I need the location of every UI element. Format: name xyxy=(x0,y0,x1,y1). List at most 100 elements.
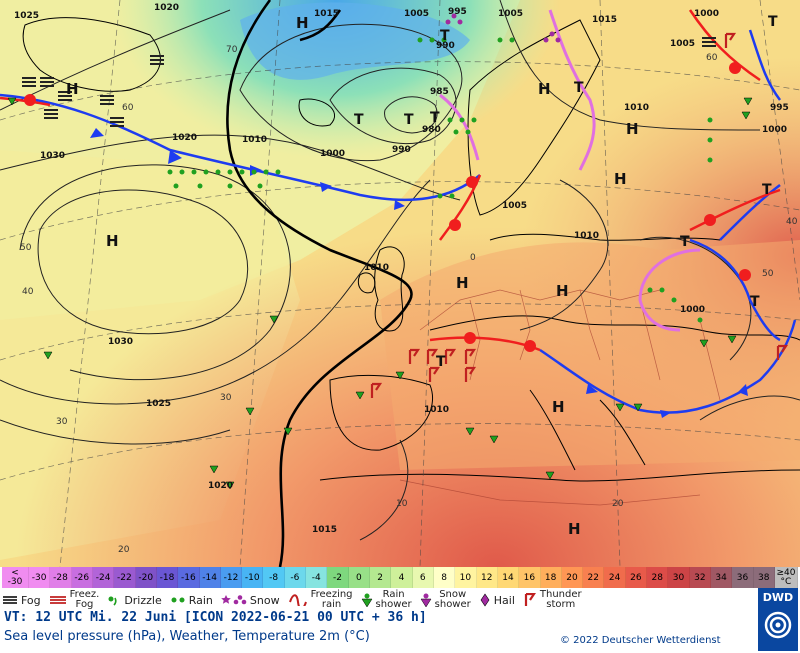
snow-icon xyxy=(221,595,247,605)
scale-cell: 34 xyxy=(711,567,733,588)
scale-cell: -30 xyxy=(29,567,51,588)
scale-cell: 0 xyxy=(348,567,370,588)
dwd-logo: DWD xyxy=(758,588,798,651)
pressure-label: 985 xyxy=(430,87,449,97)
cold-ice-zone xyxy=(240,2,470,80)
pressure-label: 1015 xyxy=(592,15,617,25)
scale-cell: -28 xyxy=(50,567,72,588)
scale-cell: 22 xyxy=(583,567,605,588)
latitude-label: 60 xyxy=(122,103,134,113)
scale-cell: 4 xyxy=(391,567,413,588)
scale-cell: 32 xyxy=(689,567,711,588)
dwd-swirl-icon xyxy=(764,611,792,639)
scale-cell: -14 xyxy=(199,567,221,588)
pressure-label: 1010 xyxy=(574,231,599,241)
pressure-label: 995 xyxy=(770,103,789,113)
low-center: T xyxy=(440,28,450,44)
pressure-label: 1020 xyxy=(154,3,179,13)
legend-label: Hail xyxy=(493,593,515,607)
pressure-centers: H H H H H H H H H H T T T T T T T T T T xyxy=(66,14,778,538)
legend-snow: Snow xyxy=(221,594,280,607)
high-center: H xyxy=(556,282,569,300)
scale-cell: 20 xyxy=(561,567,584,588)
scale-cell: < -30 xyxy=(2,567,29,588)
low-center: T xyxy=(750,294,760,310)
scale-cell: -10 xyxy=(242,567,264,588)
shower-symbols xyxy=(7,97,753,490)
scale-cell: 36 xyxy=(732,567,754,588)
pressure-label: 1015 xyxy=(314,9,339,19)
legend-rain-shower: Rain shower xyxy=(361,590,412,610)
scale-cell: 18 xyxy=(540,567,562,588)
low-center: T xyxy=(680,234,690,250)
fog-symbols xyxy=(22,37,716,127)
fog-icon xyxy=(3,596,17,604)
legend-label: Snow shower xyxy=(434,589,471,610)
scale-cell: ≥40 °C xyxy=(774,567,798,588)
scale-cell: -24 xyxy=(92,567,115,588)
isobars xyxy=(0,0,800,541)
legend-hail: Hail xyxy=(479,593,515,607)
latitude-label: 40 xyxy=(786,217,798,227)
freezing-fog-icon xyxy=(49,596,66,604)
high-center: H xyxy=(568,520,581,538)
weather-legend: Fog Freez. Fog Drizzle Rain Snow Freezing… xyxy=(2,588,758,612)
pressure-label: 1025 xyxy=(14,11,39,21)
scale-cell: 28 xyxy=(647,567,669,588)
scale-cell: -20 xyxy=(135,567,157,588)
scale-cell: -16 xyxy=(178,567,200,588)
legend-label: Rain xyxy=(188,593,213,607)
warm-front-north xyxy=(0,94,482,241)
legend-snow-shower: Snow shower xyxy=(420,590,471,610)
cold-front-north xyxy=(0,93,481,210)
pressure-labels: 1025 1020 1015 1005 995 1005 1015 1000 1… xyxy=(14,3,789,535)
scale-cell: 30 xyxy=(668,567,690,588)
latitude-label: 30 xyxy=(220,393,232,403)
pressure-label: 1025 xyxy=(146,399,171,409)
scale-cell: -2 xyxy=(327,567,349,588)
pressure-label: 1010 xyxy=(624,103,649,113)
borders xyxy=(399,289,721,506)
isobars-bold xyxy=(226,0,413,567)
latitude-label: 70 xyxy=(226,45,238,55)
drizzle-icon xyxy=(108,596,117,606)
warm-europe-zone xyxy=(380,240,800,470)
low-center: T xyxy=(404,112,414,128)
legend-fog: Fog xyxy=(2,594,41,607)
legend-label: Snow xyxy=(249,593,280,607)
low-center: T xyxy=(574,80,584,96)
pressure-label: 1000 xyxy=(680,305,705,315)
latitude-label: 10 xyxy=(396,499,408,509)
pressure-label: 1020 xyxy=(172,133,197,143)
scale-label: °C xyxy=(780,576,792,587)
scale-cell: 8 xyxy=(433,567,456,588)
warm-front-south xyxy=(429,9,781,352)
legend-freezing-fog: Freez. Fog xyxy=(49,590,99,610)
latitude-label: 20 xyxy=(118,545,130,555)
pressure-label: 980 xyxy=(422,125,441,135)
pressure-label: 990 xyxy=(392,145,411,155)
map-description: Sea level pressure (hPa), Weather, Tempe… xyxy=(4,629,370,644)
pressure-label: 1005 xyxy=(502,201,527,211)
legend-label: Thunder storm xyxy=(539,589,582,610)
scale-cell: -26 xyxy=(71,567,93,588)
scale-cell: 14 xyxy=(497,567,520,588)
scale-cell: 12 xyxy=(476,567,498,588)
legend-rain: Rain xyxy=(170,594,213,607)
scale-cell: -18 xyxy=(156,567,179,588)
pressure-label: 1005 xyxy=(498,9,523,19)
latitude-label: 20 xyxy=(612,499,624,509)
latitude-label: 30 xyxy=(56,417,68,427)
scale-cell: -6 xyxy=(284,567,307,588)
thunderstorm-icon xyxy=(524,593,536,606)
high-center: H xyxy=(552,398,565,416)
scale-cell: 26 xyxy=(625,567,648,588)
cold-front-south xyxy=(539,29,797,418)
scale-cell: -12 xyxy=(220,567,243,588)
legend-label: Freezing rain xyxy=(310,589,353,610)
high-center: H xyxy=(66,80,79,98)
high-center: H xyxy=(626,120,639,138)
latitude-labels: 70 60 50 40 30 30 20 10 0 20 40 50 60 xyxy=(20,45,798,555)
high-center: H xyxy=(456,274,469,292)
low-center: T xyxy=(436,354,446,370)
